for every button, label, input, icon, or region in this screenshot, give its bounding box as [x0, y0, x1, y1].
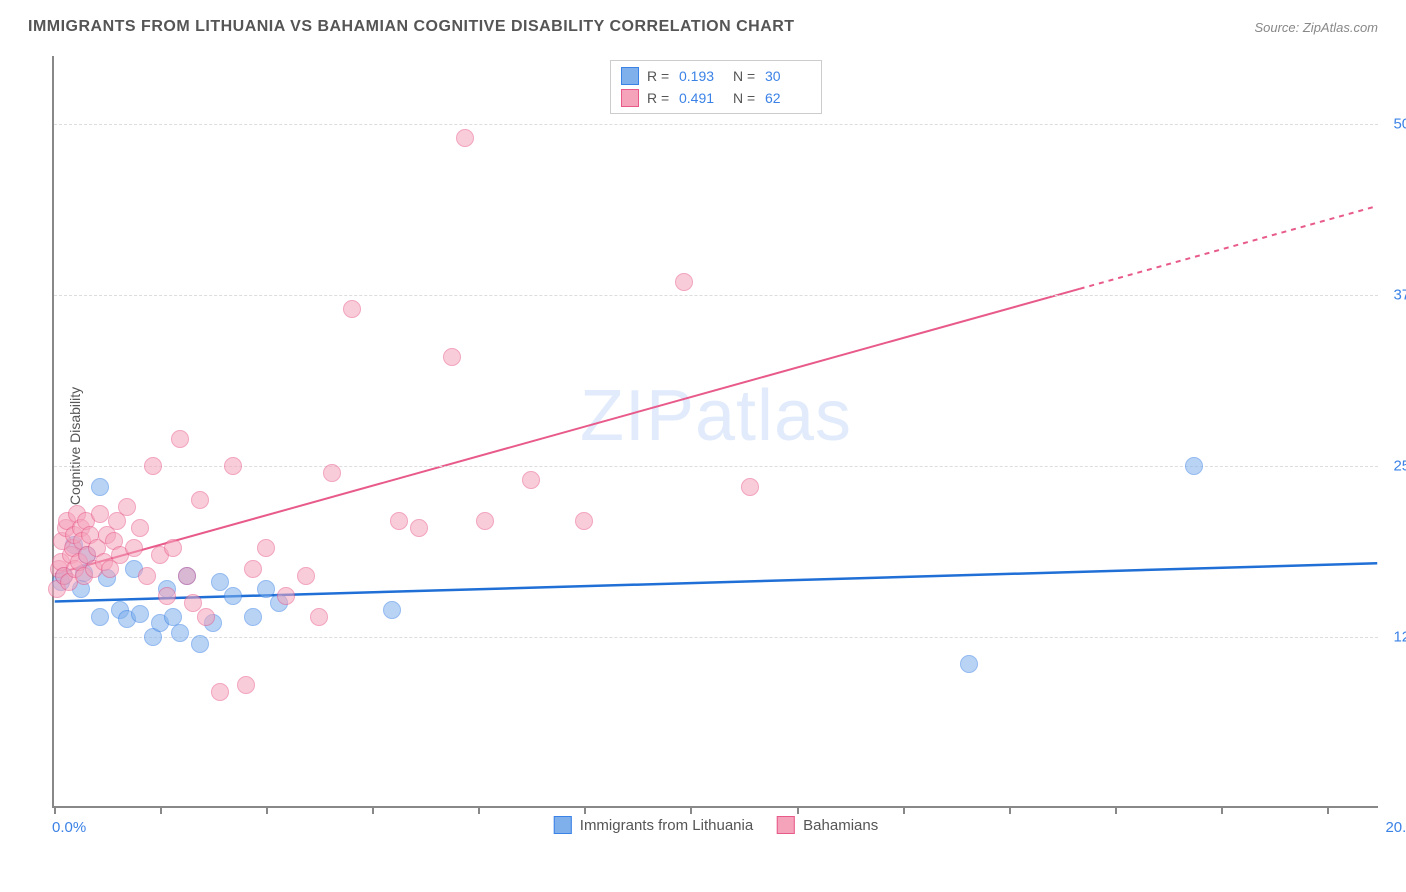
- x-tick-label: 0.0%: [52, 819, 86, 836]
- data-point: [476, 512, 494, 530]
- y-tick-label: 37.5%: [1386, 287, 1406, 304]
- y-tick-label: 25.0%: [1386, 458, 1406, 475]
- legend-item-lithuania: Immigrants from Lithuania: [554, 816, 753, 834]
- data-point: [390, 512, 408, 530]
- data-point: [91, 478, 109, 496]
- data-point: [197, 608, 215, 626]
- legend-label-lithuania: Immigrants from Lithuania: [580, 817, 753, 834]
- data-point: [257, 539, 275, 557]
- data-point: [297, 567, 315, 585]
- data-point: [741, 478, 759, 496]
- data-point: [244, 608, 262, 626]
- legend-item-bahamians: Bahamians: [777, 816, 878, 834]
- data-point: [343, 300, 361, 318]
- data-point: [310, 608, 328, 626]
- n-value-lithuania: 30: [765, 68, 811, 84]
- data-point: [164, 608, 182, 626]
- data-point: [244, 560, 262, 578]
- y-tick-label: 50.0%: [1386, 116, 1406, 133]
- data-point: [277, 587, 295, 605]
- legend-stats-row-1: R = 0.193 N = 30: [621, 65, 811, 87]
- n-value-bahamians: 62: [765, 90, 811, 106]
- data-point: [237, 676, 255, 694]
- y-tick-label: 12.5%: [1386, 629, 1406, 646]
- data-point: [91, 505, 109, 523]
- x-tick-label: 20.0%: [1385, 819, 1406, 836]
- data-point: [131, 519, 149, 537]
- data-point: [224, 457, 242, 475]
- legend-stats-box: R = 0.193 N = 30 R = 0.491 N = 62: [610, 60, 822, 114]
- data-point: [522, 471, 540, 489]
- legend-swatch-lithuania: [554, 816, 572, 834]
- n-label: N =: [733, 68, 757, 84]
- data-point: [211, 683, 229, 701]
- data-point: [191, 491, 209, 509]
- data-point: [224, 587, 242, 605]
- legend-swatch-bahamians: [777, 816, 795, 834]
- watermark: ZIPatlas: [580, 375, 852, 457]
- data-point: [456, 129, 474, 147]
- r-label: R =: [647, 68, 671, 84]
- data-point: [960, 655, 978, 673]
- data-point: [158, 587, 176, 605]
- data-point: [125, 539, 143, 557]
- legend-label-bahamians: Bahamians: [803, 817, 878, 834]
- data-point: [144, 457, 162, 475]
- data-point: [383, 601, 401, 619]
- data-point: [91, 608, 109, 626]
- data-point: [575, 512, 593, 530]
- n-label: N =: [733, 90, 757, 106]
- data-point: [191, 635, 209, 653]
- data-point: [410, 519, 428, 537]
- data-point: [131, 605, 149, 623]
- data-point: [323, 464, 341, 482]
- legend-series: Immigrants from Lithuania Bahamians: [554, 816, 878, 834]
- r-value-bahamians: 0.491: [679, 90, 725, 106]
- r-label: R =: [647, 90, 671, 106]
- data-point: [164, 539, 182, 557]
- data-point: [1185, 457, 1203, 475]
- r-value-lithuania: 0.193: [679, 68, 725, 84]
- chart-title: IMMIGRANTS FROM LITHUANIA VS BAHAMIAN CO…: [28, 18, 795, 36]
- legend-swatch-bahamians: [621, 89, 639, 107]
- trend-lines-layer: [54, 56, 1378, 806]
- data-point: [675, 273, 693, 291]
- data-point: [118, 498, 136, 516]
- plot-area: ZIPatlas R = 0.193 N = 30 R = 0.491 N = …: [52, 56, 1378, 808]
- data-point: [171, 624, 189, 642]
- data-point: [443, 348, 461, 366]
- source-attribution: Source: ZipAtlas.com: [1254, 20, 1378, 35]
- legend-swatch-lithuania: [621, 67, 639, 85]
- data-point: [171, 430, 189, 448]
- data-point: [138, 567, 156, 585]
- legend-stats-row-2: R = 0.491 N = 62: [621, 87, 811, 109]
- data-point: [178, 567, 196, 585]
